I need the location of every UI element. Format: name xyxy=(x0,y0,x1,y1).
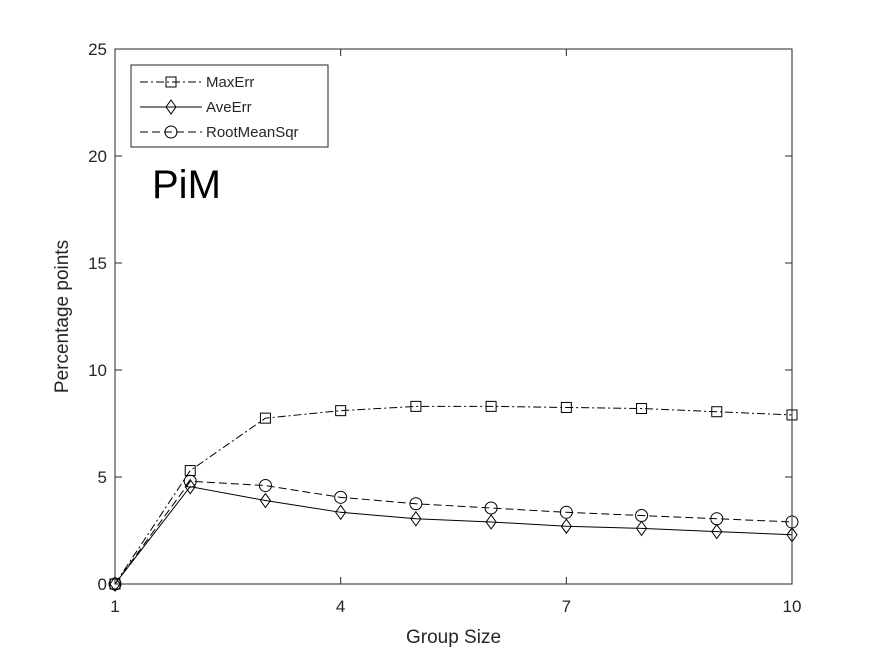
series-MaxErr xyxy=(109,400,798,590)
legend-label: MaxErr xyxy=(206,74,254,91)
series-AveErr xyxy=(109,478,798,592)
data-point xyxy=(259,412,271,424)
y-tick-label: 20 xyxy=(88,147,107,166)
legend-marker xyxy=(164,125,178,139)
data-point xyxy=(485,514,497,530)
data-point xyxy=(635,509,649,523)
legend-box xyxy=(130,64,329,148)
y-tick-label: 25 xyxy=(88,40,107,59)
data-point xyxy=(335,504,347,521)
data-point xyxy=(409,497,423,511)
data-point xyxy=(410,510,422,527)
data-point xyxy=(410,400,422,412)
x-axis-label: Group Size xyxy=(406,627,501,648)
chart-annotation: PiM xyxy=(152,163,221,207)
series-RootMeanSqr xyxy=(108,474,799,591)
data-point xyxy=(334,490,348,504)
data-point xyxy=(485,400,497,412)
y-tick-label: 10 xyxy=(88,361,107,380)
legend-entry: MaxErr xyxy=(140,74,254,91)
data-point xyxy=(711,406,723,418)
y-tick-label: 5 xyxy=(98,468,107,487)
series-line xyxy=(114,486,793,585)
legend: MaxErr AveErr RootMeanSqr xyxy=(130,64,329,148)
data-point xyxy=(184,478,196,495)
data-point xyxy=(560,518,572,535)
y-tick-label: 15 xyxy=(88,254,107,273)
data-point xyxy=(258,479,272,493)
legend-marker xyxy=(165,99,177,115)
data-point xyxy=(559,505,573,519)
y-axis-label: Percentage points xyxy=(52,240,73,393)
series-layer xyxy=(108,400,799,592)
data-point xyxy=(259,492,272,509)
series-line xyxy=(114,405,793,585)
data-point xyxy=(335,405,347,417)
plot-frame xyxy=(114,48,793,585)
legend-entry: RootMeanSqr xyxy=(140,124,299,141)
legend-entry: AveErr xyxy=(140,99,252,116)
x-tick-label: 1 xyxy=(110,597,119,616)
series-line xyxy=(114,480,793,585)
legend-label: RootMeanSqr xyxy=(206,124,299,141)
data-point xyxy=(109,576,121,592)
data-point xyxy=(183,474,197,488)
data-point xyxy=(711,523,723,540)
legend-marker xyxy=(165,76,177,88)
y-tick-label: 0 xyxy=(98,575,107,594)
data-point xyxy=(560,401,572,413)
ticks-layer: 1 4 7 10 0 5 10 15 20 25 xyxy=(88,40,801,616)
data-point xyxy=(484,501,498,515)
legend-label: AveErr xyxy=(206,99,252,116)
x-tick-label: 7 xyxy=(562,597,571,616)
x-tick-label: 4 xyxy=(336,597,345,616)
data-point xyxy=(710,512,724,526)
data-point xyxy=(636,403,648,415)
x-tick-label: 10 xyxy=(783,597,802,616)
data-point xyxy=(635,520,648,537)
